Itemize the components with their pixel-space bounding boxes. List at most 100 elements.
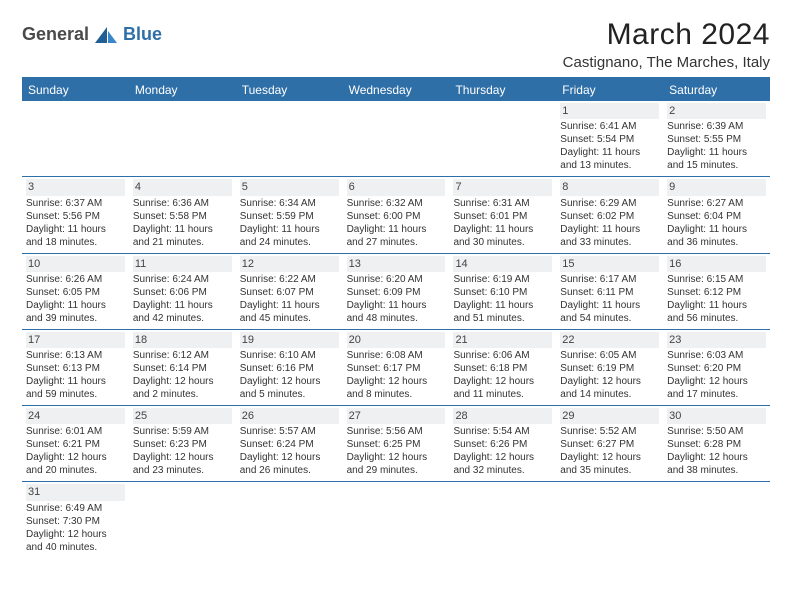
dayl1-text: Daylight: 12 hours <box>347 375 446 388</box>
sunrise-text: Sunrise: 6:24 AM <box>133 273 232 286</box>
sail-icon <box>93 25 119 45</box>
sunrise-text: Sunrise: 6:06 AM <box>453 349 552 362</box>
empty-cell: . <box>556 482 663 557</box>
dayl1-text: Daylight: 12 hours <box>453 375 552 388</box>
day-number: 18 <box>133 332 232 348</box>
sunset-text: Sunset: 6:11 PM <box>560 286 659 299</box>
day-header: Wednesday <box>343 79 450 101</box>
sunset-text: Sunset: 5:56 PM <box>26 210 125 223</box>
logo-text-blue: Blue <box>123 24 162 45</box>
dayl1-text: Daylight: 11 hours <box>667 223 766 236</box>
day-number: 27 <box>347 408 446 424</box>
sunrise-text: Sunrise: 5:56 AM <box>347 425 446 438</box>
day-cell: 13Sunrise: 6:20 AMSunset: 6:09 PMDayligh… <box>343 254 450 329</box>
sunset-text: Sunset: 6:02 PM <box>560 210 659 223</box>
dayl1-text: Daylight: 11 hours <box>240 299 339 312</box>
day-cell: 23Sunrise: 6:03 AMSunset: 6:20 PMDayligh… <box>663 330 770 405</box>
day-cell: 27Sunrise: 5:56 AMSunset: 6:25 PMDayligh… <box>343 406 450 481</box>
sunset-text: Sunset: 5:59 PM <box>240 210 339 223</box>
day-number: 7 <box>453 179 552 195</box>
day-number: 10 <box>26 256 125 272</box>
day-number: 8 <box>560 179 659 195</box>
sunrise-text: Sunrise: 6:32 AM <box>347 197 446 210</box>
day-cell: 12Sunrise: 6:22 AMSunset: 6:07 PMDayligh… <box>236 254 343 329</box>
dayl1-text: Daylight: 12 hours <box>667 375 766 388</box>
sunset-text: Sunset: 6:04 PM <box>667 210 766 223</box>
day-number: 15 <box>560 256 659 272</box>
dayl1-text: Daylight: 12 hours <box>347 451 446 464</box>
dayl2-text: and 32 minutes. <box>453 464 552 477</box>
day-cell: 20Sunrise: 6:08 AMSunset: 6:17 PMDayligh… <box>343 330 450 405</box>
dayl1-text: Daylight: 12 hours <box>240 375 339 388</box>
day-header: Friday <box>556 79 663 101</box>
sunset-text: Sunset: 6:25 PM <box>347 438 446 451</box>
sunrise-text: Sunrise: 6:17 AM <box>560 273 659 286</box>
dayl1-text: Daylight: 11 hours <box>133 223 232 236</box>
header-bar: General Blue March 2024 Castignano, The … <box>22 18 770 71</box>
sunrise-text: Sunrise: 6:05 AM <box>560 349 659 362</box>
dayl2-text: and 39 minutes. <box>26 312 125 325</box>
day-number: 31 <box>26 484 125 500</box>
day-cell: 21Sunrise: 6:06 AMSunset: 6:18 PMDayligh… <box>449 330 556 405</box>
sunrise-text: Sunrise: 6:08 AM <box>347 349 446 362</box>
day-cell: 2Sunrise: 6:39 AMSunset: 5:55 PMDaylight… <box>663 101 770 176</box>
dayl1-text: Daylight: 11 hours <box>26 375 125 388</box>
dayl2-text: and 30 minutes. <box>453 236 552 249</box>
day-cell: 4Sunrise: 6:36 AMSunset: 5:58 PMDaylight… <box>129 177 236 252</box>
sunset-text: Sunset: 6:27 PM <box>560 438 659 451</box>
sunrise-text: Sunrise: 6:34 AM <box>240 197 339 210</box>
sunset-text: Sunset: 6:07 PM <box>240 286 339 299</box>
day-number: 1 <box>560 103 659 119</box>
sunrise-text: Sunrise: 6:13 AM <box>26 349 125 362</box>
dayl1-text: Daylight: 12 hours <box>240 451 339 464</box>
day-cell: 10Sunrise: 6:26 AMSunset: 6:05 PMDayligh… <box>22 254 129 329</box>
sunset-text: Sunset: 6:20 PM <box>667 362 766 375</box>
dayl2-text: and 56 minutes. <box>667 312 766 325</box>
sunrise-text: Sunrise: 6:31 AM <box>453 197 552 210</box>
dayl2-text: and 15 minutes. <box>667 159 766 172</box>
sunset-text: Sunset: 6:21 PM <box>26 438 125 451</box>
sunrise-text: Sunrise: 6:15 AM <box>667 273 766 286</box>
sunset-text: Sunset: 6:28 PM <box>667 438 766 451</box>
sunrise-text: Sunrise: 6:27 AM <box>667 197 766 210</box>
dayl1-text: Daylight: 11 hours <box>560 223 659 236</box>
day-cell: 30Sunrise: 5:50 AMSunset: 6:28 PMDayligh… <box>663 406 770 481</box>
dayl2-text: and 21 minutes. <box>133 236 232 249</box>
day-number: 17 <box>26 332 125 348</box>
page-title: March 2024 <box>563 18 770 52</box>
week-row: .....1Sunrise: 6:41 AMSunset: 5:54 PMDay… <box>22 101 770 177</box>
dayl2-text: and 18 minutes. <box>26 236 125 249</box>
day-cell: 29Sunrise: 5:52 AMSunset: 6:27 PMDayligh… <box>556 406 663 481</box>
sunset-text: Sunset: 6:01 PM <box>453 210 552 223</box>
day-number: 12 <box>240 256 339 272</box>
dayl2-text: and 27 minutes. <box>347 236 446 249</box>
day-number: 28 <box>453 408 552 424</box>
day-number: 14 <box>453 256 552 272</box>
sunrise-text: Sunrise: 6:41 AM <box>560 120 659 133</box>
day-cell: 17Sunrise: 6:13 AMSunset: 6:13 PMDayligh… <box>22 330 129 405</box>
dayl1-text: Daylight: 12 hours <box>26 451 125 464</box>
dayl1-text: Daylight: 11 hours <box>667 146 766 159</box>
day-header-row: SundayMondayTuesdayWednesdayThursdayFrid… <box>22 79 770 101</box>
dayl1-text: Daylight: 12 hours <box>133 375 232 388</box>
sunrise-text: Sunrise: 5:54 AM <box>453 425 552 438</box>
dayl1-text: Daylight: 11 hours <box>453 223 552 236</box>
dayl2-text: and 59 minutes. <box>26 388 125 401</box>
empty-cell: . <box>129 482 236 557</box>
empty-cell: . <box>343 482 450 557</box>
sunrise-text: Sunrise: 6:19 AM <box>453 273 552 286</box>
day-header: Saturday <box>663 79 770 101</box>
day-number: 9 <box>667 179 766 195</box>
day-number: 26 <box>240 408 339 424</box>
day-cell: 26Sunrise: 5:57 AMSunset: 6:24 PMDayligh… <box>236 406 343 481</box>
dayl2-text: and 17 minutes. <box>667 388 766 401</box>
sunset-text: Sunset: 6:10 PM <box>453 286 552 299</box>
sunset-text: Sunset: 6:19 PM <box>560 362 659 375</box>
dayl2-text: and 33 minutes. <box>560 236 659 249</box>
title-block: March 2024 Castignano, The Marches, Ital… <box>563 18 770 71</box>
dayl2-text: and 48 minutes. <box>347 312 446 325</box>
logo-text-general: General <box>22 24 89 45</box>
day-number: 29 <box>560 408 659 424</box>
sunrise-text: Sunrise: 6:49 AM <box>26 502 125 515</box>
sunset-text: Sunset: 6:13 PM <box>26 362 125 375</box>
